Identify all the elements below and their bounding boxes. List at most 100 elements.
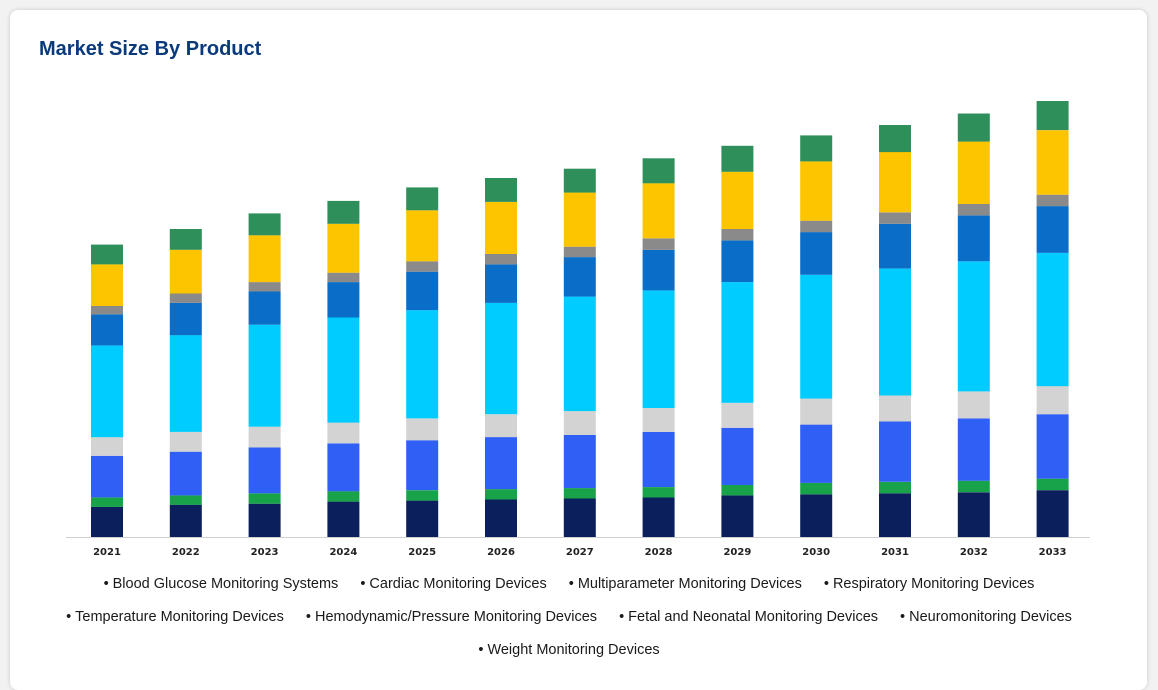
bar-segment bbox=[248, 282, 281, 292]
x-tick-label: 2033 bbox=[1039, 547, 1067, 558]
bar-segment bbox=[1036, 386, 1069, 415]
x-tick-label: 2028 bbox=[645, 547, 673, 558]
bar-segment bbox=[485, 499, 517, 537]
x-tick-label: 2030 bbox=[802, 547, 830, 558]
bar-segment bbox=[327, 501, 360, 537]
legend-label: Neuromonitoring Devices bbox=[909, 609, 1072, 625]
bar-segment bbox=[563, 296, 596, 412]
bar-segment bbox=[563, 498, 596, 537]
x-tick-label: 2031 bbox=[881, 547, 909, 558]
bar-segment bbox=[91, 455, 123, 498]
x-tick-label: 2032 bbox=[960, 547, 988, 558]
bar-segment bbox=[879, 268, 911, 396]
legend-item: • Weight Monitoring Devices bbox=[478, 642, 659, 658]
bar-segment bbox=[879, 493, 911, 537]
bar-segment bbox=[1036, 101, 1069, 131]
bar-segment bbox=[642, 238, 675, 250]
bar-segment bbox=[879, 152, 911, 213]
legend-label: Respiratory Monitoring Devices bbox=[832, 576, 1035, 592]
x-tick-label: 2027 bbox=[566, 547, 594, 558]
bar-segment bbox=[485, 414, 517, 438]
bar-segment bbox=[406, 187, 439, 211]
bar-segment bbox=[327, 272, 360, 283]
bar-segment bbox=[1036, 490, 1069, 537]
bar-segment bbox=[721, 145, 754, 172]
bar-segment bbox=[642, 249, 675, 291]
bar-segment bbox=[327, 317, 360, 423]
bar-segment bbox=[406, 490, 439, 501]
bar-segment bbox=[406, 271, 439, 311]
legend-item: • Fetal and Neonatal Monitoring Devices bbox=[619, 609, 878, 625]
x-tick-label: 2023 bbox=[251, 547, 279, 558]
bar-segment bbox=[563, 192, 596, 247]
bar-segment bbox=[327, 422, 360, 444]
bar-segment bbox=[406, 440, 439, 491]
x-tick-label: 2025 bbox=[408, 547, 436, 558]
bar-segment bbox=[563, 257, 596, 297]
bar-segment bbox=[957, 141, 990, 204]
bar-segment bbox=[485, 178, 517, 202]
chart-title: Market Size By Product bbox=[39, 38, 262, 60]
bar-segment bbox=[957, 391, 990, 419]
bar-segment bbox=[91, 314, 123, 346]
bar-segment bbox=[957, 418, 990, 481]
bar-segment bbox=[1036, 206, 1069, 253]
bar-segment bbox=[721, 229, 754, 241]
bar-segment bbox=[91, 244, 123, 265]
bar-segment bbox=[800, 161, 833, 221]
bar-segment bbox=[721, 240, 754, 283]
bullet-icon: • bbox=[619, 609, 625, 625]
bar-segment bbox=[91, 506, 123, 537]
bar-segment bbox=[879, 125, 911, 153]
bar-segment bbox=[642, 497, 675, 537]
bullet-icon: • bbox=[900, 609, 906, 625]
bar-segment bbox=[91, 306, 123, 315]
bullet-icon: • bbox=[305, 609, 311, 625]
x-tick-label: 2024 bbox=[329, 547, 357, 558]
stacked-bar-chart: 2021 2022 2023 2024 2025 2026 2027 2028 2029 2030… bbox=[66, 101, 1090, 558]
bar-segment bbox=[91, 264, 123, 306]
bar-segment bbox=[721, 427, 754, 485]
bar-segment bbox=[957, 480, 990, 493]
bar-segment bbox=[169, 302, 202, 336]
bar-segment bbox=[642, 158, 675, 184]
bar-segment bbox=[957, 204, 990, 216]
bar-segment bbox=[642, 183, 675, 239]
x-tick-label: 2029 bbox=[723, 547, 751, 558]
bar-segment bbox=[248, 493, 281, 504]
bar-segment bbox=[485, 254, 517, 265]
bar-segment bbox=[800, 220, 833, 233]
bar-segment bbox=[957, 215, 990, 262]
bar-segment bbox=[879, 395, 911, 422]
bar-segment bbox=[563, 435, 596, 489]
bar-segment bbox=[721, 495, 754, 537]
bar-segment bbox=[485, 437, 517, 490]
bar-segment bbox=[406, 310, 439, 419]
legend-label: Fetal and Neonatal Monitoring Devices bbox=[628, 609, 879, 625]
legend-label: Hemodynamic/Pressure Monitoring Devices bbox=[314, 609, 598, 625]
bar-segment bbox=[169, 293, 202, 303]
bar-segment bbox=[563, 411, 596, 435]
bar-segment bbox=[957, 492, 990, 537]
bar-segment bbox=[879, 212, 911, 224]
bar-segment bbox=[800, 398, 833, 425]
bar-segment bbox=[721, 171, 754, 229]
bar-segment bbox=[485, 264, 517, 303]
bar-segment bbox=[957, 113, 990, 142]
bar-segment bbox=[406, 210, 439, 262]
bullet-icon: • bbox=[360, 576, 366, 592]
bar-segment bbox=[563, 168, 596, 193]
bar-segment bbox=[169, 229, 202, 250]
bar-segment bbox=[248, 291, 281, 325]
bullet-icon: • bbox=[478, 642, 484, 658]
legend-item: • Multiparameter Monitoring Devices bbox=[569, 576, 802, 592]
bar-segment bbox=[642, 487, 675, 498]
bar-segment bbox=[91, 345, 123, 438]
bar-segment bbox=[800, 232, 833, 275]
bar-segment bbox=[800, 494, 833, 537]
bar-segment bbox=[879, 481, 911, 494]
bar-segment bbox=[169, 451, 202, 496]
legend-item: • Blood Glucose Monitoring Systems bbox=[104, 576, 339, 592]
bar-segment bbox=[721, 282, 754, 403]
bar-segment bbox=[1036, 194, 1069, 207]
